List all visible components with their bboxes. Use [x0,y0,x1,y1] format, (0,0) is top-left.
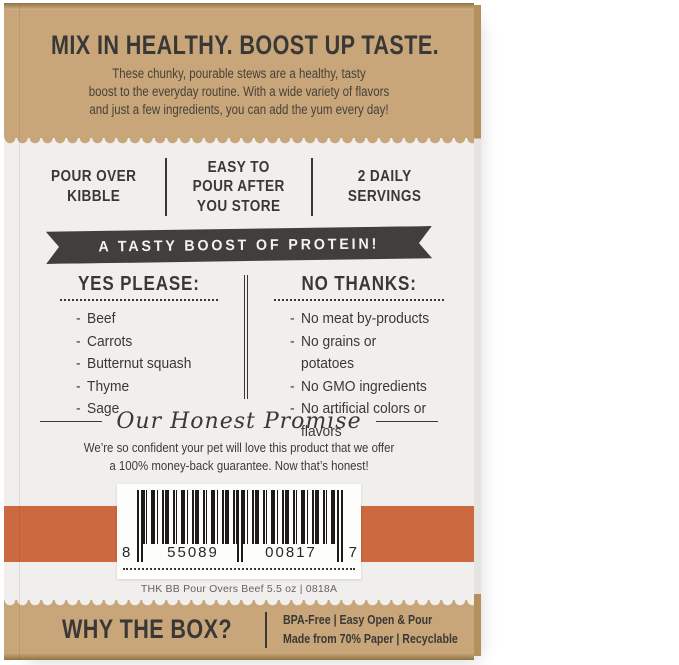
promise-line-text: a 100% money-back guarantee. Now that’s … [109,458,369,474]
dotted-separator [273,299,444,301]
benefit-line: 2 DAILY [357,168,412,186]
upc-digit-right: 7 [348,543,357,561]
intro-line: and just a few ingredients, you can add … [89,101,389,117]
list-item: - No grains or potatoes [290,331,432,376]
no-thanks-list: - No meat by-products - No grains or potat… [274,308,444,443]
list-item: - Butternut squash [76,353,206,376]
list-item: - No meat by-products [290,308,432,331]
product-box-back-panel: MIX IN HEALTHY. BOOST UP TASTE. These ch… [4,3,481,660]
barcode-guard-bar [137,489,139,562]
list-item: - Carrots [76,331,206,354]
benefit-divider [165,158,168,216]
upc-barcode-label: 8 55089 00817 7 [117,483,361,579]
barcode-zone: 8 55089 00817 7 THK BB Pour Overs Beef 5… [4,482,474,606]
benefit-divider [310,158,313,216]
list-item-text: No grains or potatoes [300,332,376,373]
dotted-separator [60,299,218,301]
heading-rule-right [375,421,438,422]
upc-digit-group2: 00817 [265,543,317,561]
bullet: - [289,332,295,350]
benefit-daily-servings: 2 DAILY SERVINGS [313,167,456,206]
list-item: - Beef [76,308,206,331]
promise-line-text: We’re so confident your pet will love th… [83,440,395,455]
list-item-text: Butternut squash [87,355,192,372]
product-code-caption: THK BB Pour Overs Beef 5.5 oz | 0818A [140,582,338,595]
benefit-line: EASY TO [207,158,271,176]
bullet: - [76,377,81,395]
benefit-line: POUR AFTER [192,178,286,196]
list-item: - Sage [76,398,206,421]
list-item-text: Sage [87,400,120,417]
benefit-pour-over-kibble: POUR OVER KIBBLE [22,167,165,206]
why-the-box-heading: WHY THE BOX? [62,614,233,644]
no-thanks-column: NO THANKS: - No meat by-products - No grai… [273,273,444,440]
upc-digit-left: 8 [122,543,131,561]
box-benefit-line: Made from 70% Paper | Recyclable [282,631,458,646]
honest-promise-section: Our Honest Promise We’re so confident yo… [4,409,474,476]
bullet: - [76,400,81,417]
barcode-guard-bar [241,489,243,562]
barcode-guard-bar [341,489,343,562]
ribbon-label: A TASTY BOOST OF PROTEIN! [98,235,380,255]
box-benefit-line: BPA-Free | Easy Open & Pour [282,612,432,627]
benefit-easy-to-pour: EASY TO POUR AFTER YOU STORE [167,158,310,217]
promise-heading: Our Honest Promise [116,409,362,434]
intro-line: These chunky, pourable stews are a healt… [112,66,366,81]
list-item: - Thyme [76,376,206,399]
box-right-side-face [474,5,481,656]
upc-digits: 8 55089 00817 7 [117,542,361,562]
box-fold-crease [19,3,20,660]
benefit-line: YOU STORE [197,197,281,215]
upc-digit-group1: 55089 [167,543,219,561]
list-item-text: Beef [87,310,116,327]
list-item-text: No GMO ingredients [300,377,427,395]
intro-paragraph: These chunky, pourable stews are a healt… [4,65,474,118]
bullet: - [76,355,81,372]
list-item-text: No artificial colors or flavors [300,400,426,440]
headline: MIX IN HEALTHY. BOOST UP TASTE. [51,30,440,60]
barcode-guard-bar [141,489,143,562]
protein-ribbon-banner: A TASTY BOOST OF PROTEIN! [46,226,432,264]
benefit-line: POUR OVER [50,168,137,186]
yes-please-list: - Beef - Carrots - Butternut squash - Thyme … [60,308,218,421]
kraft-top-section: MIX IN HEALTHY. BOOST UP TASTE. These ch… [4,10,474,138]
scalloped-edge-top [4,138,474,147]
benefit-line: SERVINGS [347,188,422,205]
yes-no-lists: YES PLEASE: - Beef - Carrots - Butternut sq… [60,273,444,440]
bottom-divider [264,611,267,648]
dotted-tear-line [123,567,355,570]
bullet: - [76,332,81,350]
list-item-text: Thyme [87,377,130,395]
scalloped-edge-bottom [4,600,474,609]
bullet: - [289,377,295,395]
promise-body: We’re so confident your pet will love th… [4,439,474,476]
benefits-row: POUR OVER KIBBLE EASY TO POUR AFTER YOU … [22,155,456,219]
promise-heading-row: Our Honest Promise [4,409,474,434]
white-info-panel: POUR OVER KIBBLE EASY TO POUR AFTER YOU … [4,138,474,600]
no-thanks-heading: NO THANKS: [301,273,417,295]
box-bottom-fold-edge [4,653,474,660]
heading-rule-left [40,421,103,422]
barcode-guard-bar [337,489,339,562]
barcode-guard-bar [237,489,239,562]
intro-line: boost to the everyday routine. With a wi… [88,83,390,99]
box-benefits-text: BPA-Free | Easy Open & Pour Made from 70… [283,611,489,649]
bottom-content-row: WHY THE BOX? BPA-Free | Easy Open & Pour… [62,611,488,649]
kraft-bottom-section: WHY THE BOX? BPA-Free | Easy Open & Pour… [4,600,474,653]
bullet: - [76,310,81,327]
double-line-divider [243,275,248,399]
benefit-line: KIBBLE [67,188,121,205]
list-item: - No artificial colors or flavors [290,398,432,443]
list-item-text: No meat by-products [300,310,429,327]
list-item-text: Carrots [87,332,133,350]
yes-please-heading: YES PLEASE: [77,273,200,295]
bullet: - [289,400,295,417]
yes-please-column: YES PLEASE: - Beef - Carrots - Butternut sq… [60,273,218,417]
bullet: - [289,310,295,327]
barcode-bars [143,489,335,544]
box-top-fold-edge [4,3,474,10]
list-item: - No GMO ingredients [290,376,432,399]
